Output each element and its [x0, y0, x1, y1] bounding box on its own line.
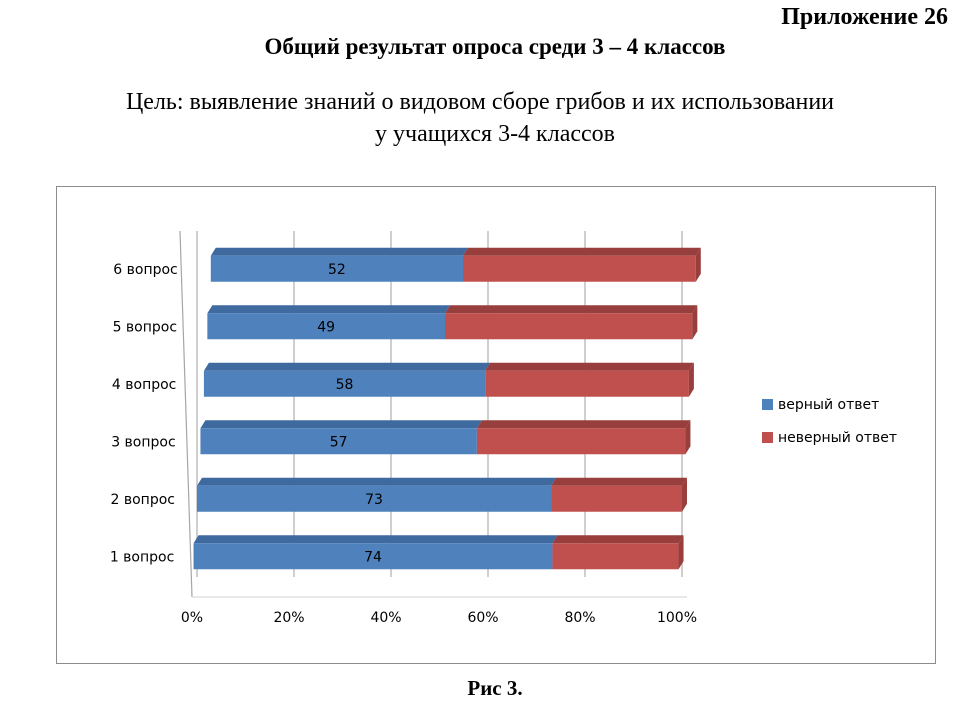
data-label: 57	[330, 434, 348, 450]
x-tick-label: 20%	[273, 610, 304, 626]
page-title: Общий результат опроса среди 3 – 4 класс…	[264, 34, 726, 59]
bar-top-incorrect	[476, 420, 691, 429]
x-tick-label: 40%	[370, 610, 401, 626]
y-axis-line	[179, 230, 193, 598]
bar-segment-incorrect	[462, 255, 696, 282]
data-label: 58	[336, 377, 354, 393]
bar-top-incorrect	[552, 535, 684, 544]
x-tick-label: 0%	[181, 610, 203, 626]
bar-segment-correct	[196, 485, 552, 512]
bar-end-cap	[678, 535, 684, 570]
bar-end-cap	[695, 247, 701, 282]
legend-swatch-incorrect	[762, 432, 773, 443]
category-label: 5 вопрос	[113, 319, 177, 335]
category-label: 1 вопрос	[110, 549, 174, 565]
bar-segment-correct	[200, 428, 477, 455]
bar-segment-incorrect	[552, 543, 679, 570]
legend-label-incorrect: неверный ответ	[778, 430, 897, 446]
bar-segment-incorrect	[551, 485, 682, 512]
bar-end-cap	[692, 305, 698, 340]
data-label: 52	[328, 262, 346, 278]
goal-line-2: у учащихся 3-4 классов	[375, 121, 615, 147]
bar-top-incorrect	[485, 362, 694, 371]
data-label: 49	[317, 319, 335, 335]
bar-end-cap	[685, 420, 691, 455]
bar-end-cap	[681, 477, 687, 512]
bar-top-correct	[196, 477, 557, 486]
bar-top-correct	[200, 420, 482, 429]
data-label: 73	[365, 492, 383, 508]
bar-top-correct	[203, 362, 491, 371]
figure-caption: Рис 3.	[467, 676, 523, 700]
goal-text: Цель: выявление знаний о видовом сборе г…	[0, 86, 960, 150]
appendix-label: Приложение 26	[781, 4, 948, 30]
bar-segment-incorrect	[485, 370, 689, 397]
category-label: 3 вопрос	[111, 434, 175, 450]
x-tick-label: 60%	[467, 610, 498, 626]
chart-frame: 0% 20% 40% 60% 80% 100% 74 1 вопрос 73 2 вопрос 57…	[56, 186, 936, 664]
bar-segment-incorrect	[444, 313, 693, 340]
bar-top-correct	[207, 305, 450, 314]
legend-swatch-correct	[762, 399, 773, 410]
goal-line-1: Цель: выявление знаний о видовом сборе г…	[125, 89, 835, 115]
x-tick-label: 100%	[657, 610, 697, 626]
category-label: 2 вопрос	[111, 492, 175, 508]
bar-top-incorrect	[444, 305, 698, 314]
bar-segment-correct	[193, 543, 553, 570]
bar-top-correct	[210, 247, 468, 256]
data-label: 74	[364, 549, 382, 565]
legend-label-correct: верный ответ	[778, 397, 879, 413]
bar-top-incorrect	[462, 247, 701, 256]
bar-top-incorrect	[551, 477, 687, 486]
x-tick-label: 80%	[564, 610, 595, 626]
stacked-bar-chart: 0% 20% 40% 60% 80% 100% 74 1 вопрос 73 2 вопрос 57…	[110, 230, 897, 626]
bar-segment-correct	[210, 255, 463, 282]
bar-segment-correct	[207, 313, 445, 340]
category-label: 6 вопрос	[113, 262, 177, 278]
bar-top-correct	[193, 535, 558, 544]
category-label: 4 вопрос	[112, 377, 176, 393]
bar-segment-correct	[203, 370, 486, 397]
bar-end-cap	[688, 362, 694, 397]
bar-segment-incorrect	[476, 428, 686, 455]
